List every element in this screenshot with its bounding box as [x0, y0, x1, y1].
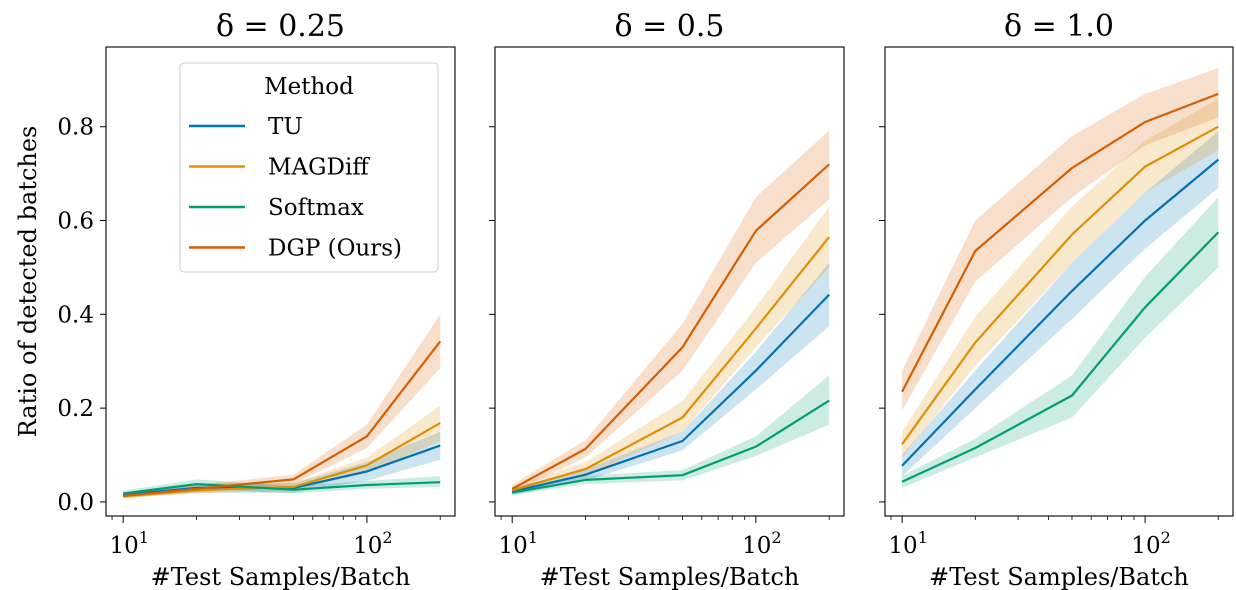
confidence-band-softmax — [512, 375, 830, 496]
y-tick-label: 0.8 — [57, 115, 94, 141]
series-line-dgp-ours- — [123, 340, 442, 497]
x-axis-label: #Test Samples/Batch — [929, 563, 1189, 590]
y-tick-label: 0.2 — [57, 396, 94, 422]
series-line-dgp-ours- — [511, 163, 830, 490]
series-line-tu — [901, 158, 1220, 467]
confidence-band-magdiff — [512, 206, 830, 494]
y-tick-label: 0.6 — [57, 209, 94, 235]
panel-title: δ = 0.25 — [216, 9, 345, 44]
x-tick-label: 101 — [888, 528, 927, 559]
legend-entry: TU — [268, 114, 303, 140]
legend: Method TU MAGDiff Softmax DGP (Ours) — [179, 62, 439, 273]
series-line-softmax — [123, 481, 441, 495]
series-line-magdiff — [901, 125, 1219, 445]
x-tick-label: 102 — [742, 528, 781, 559]
axes-frame — [105, 46, 456, 517]
panel-title: δ = 1.0 — [1004, 9, 1114, 44]
series-line-magdiff — [511, 236, 831, 492]
y-tick-label: 0.4 — [57, 302, 94, 328]
axes-frame — [884, 46, 1234, 517]
series-line-tu — [511, 293, 830, 493]
y-axis-label: Ratio of detected batches — [14, 126, 42, 438]
panel-3: δ = 1.0 101 102 #Test Samples/Batch — [879, 9, 1234, 590]
x-tick-label: 101 — [109, 528, 148, 559]
x-axis-label: #Test Samples/Batch — [540, 563, 800, 590]
x-tick-label: 102 — [353, 528, 392, 559]
x-tick-label: 102 — [1131, 528, 1170, 559]
x-axis-label: #Test Samples/Batch — [151, 563, 411, 590]
legend-title: Method — [264, 74, 354, 100]
confidence-band-dgp-ours- — [512, 130, 830, 493]
legend-entry: Softmax — [268, 195, 364, 221]
panel-2: δ = 0.5 101 102 #Test Samples/Batch — [489, 9, 845, 590]
y-tick-label: 0.0 — [57, 490, 94, 516]
legend-entry: DGP (Ours) — [268, 236, 402, 262]
confidence-band-tu — [123, 431, 441, 498]
axes-frame — [494, 46, 845, 517]
panel-1: δ = 0.25 0.0 0.2 0.4 0.6 0.8 101 102 #Test Sampl… — [14, 9, 456, 590]
confidence-band-magdiff — [902, 98, 1219, 458]
panel-title: δ = 0.5 — [615, 9, 725, 44]
series-line-softmax — [901, 231, 1220, 483]
legend-entry: MAGDiff — [268, 155, 370, 181]
confidence-band-tu — [512, 262, 830, 495]
confidence-band-magdiff — [123, 405, 441, 499]
x-tick-label: 101 — [498, 528, 537, 559]
confidence-band-dgp-ours- — [902, 68, 1219, 411]
series-line-softmax — [512, 399, 830, 494]
confidence-band-softmax — [123, 476, 441, 497]
legend-box — [179, 62, 439, 273]
series-line-dgp-ours- — [901, 92, 1219, 393]
